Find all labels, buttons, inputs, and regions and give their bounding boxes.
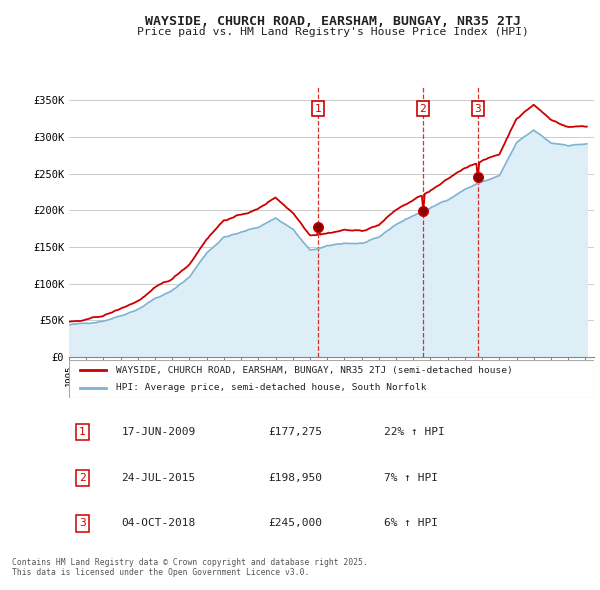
Text: 7% ↑ HPI: 7% ↑ HPI: [384, 473, 438, 483]
Text: 2: 2: [419, 104, 426, 114]
Text: 3: 3: [79, 519, 86, 529]
Text: 17-JUN-2009: 17-JUN-2009: [121, 427, 196, 437]
Text: Contains HM Land Registry data © Crown copyright and database right 2025.
This d: Contains HM Land Registry data © Crown c…: [12, 558, 368, 577]
Text: 2: 2: [79, 473, 86, 483]
Text: 6% ↑ HPI: 6% ↑ HPI: [384, 519, 438, 529]
Text: 24-JUL-2015: 24-JUL-2015: [121, 473, 196, 483]
Text: 04-OCT-2018: 04-OCT-2018: [121, 519, 196, 529]
Text: 3: 3: [475, 104, 481, 114]
Text: £177,275: £177,275: [269, 427, 323, 437]
FancyBboxPatch shape: [69, 360, 594, 398]
Text: WAYSIDE, CHURCH ROAD, EARSHAM, BUNGAY, NR35 2TJ: WAYSIDE, CHURCH ROAD, EARSHAM, BUNGAY, N…: [145, 15, 521, 28]
Text: Price paid vs. HM Land Registry's House Price Index (HPI): Price paid vs. HM Land Registry's House …: [137, 27, 529, 37]
Text: £198,950: £198,950: [269, 473, 323, 483]
Text: £245,000: £245,000: [269, 519, 323, 529]
Text: 22% ↑ HPI: 22% ↑ HPI: [384, 427, 445, 437]
Text: 1: 1: [314, 104, 321, 114]
Text: WAYSIDE, CHURCH ROAD, EARSHAM, BUNGAY, NR35 2TJ (semi-detached house): WAYSIDE, CHURCH ROAD, EARSHAM, BUNGAY, N…: [116, 366, 513, 375]
Text: HPI: Average price, semi-detached house, South Norfolk: HPI: Average price, semi-detached house,…: [116, 384, 427, 392]
Text: 1: 1: [79, 427, 86, 437]
